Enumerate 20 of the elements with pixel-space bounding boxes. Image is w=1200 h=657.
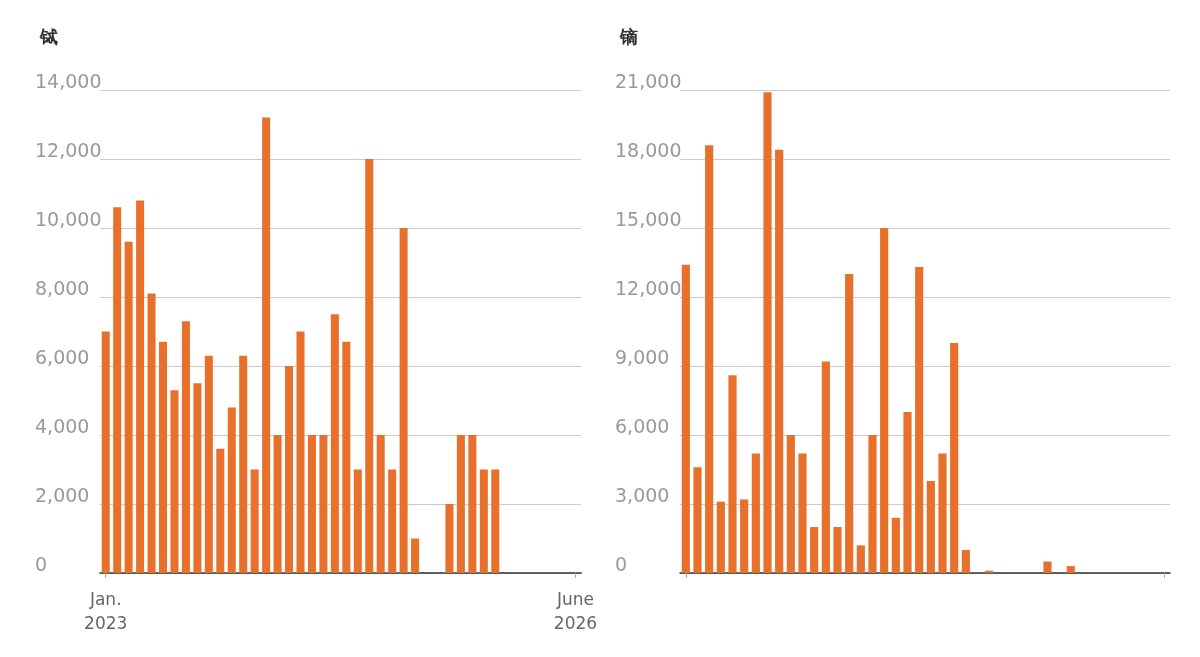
y-tick-label: 9,000	[615, 345, 670, 368]
y-tick-label: 2,000	[35, 483, 90, 506]
y-tick-label: 8,000	[35, 276, 90, 299]
y-tick-label: 14,000	[35, 69, 102, 92]
y-tick-label: 4,000	[35, 414, 90, 437]
chart-title: 镝	[619, 25, 638, 47]
y-tick-label: 6,000	[615, 414, 670, 437]
y-tick-label: 0	[615, 552, 628, 575]
y-tick-label: 21,000	[615, 69, 682, 92]
y-tick-label: 15,000	[615, 207, 682, 230]
x-tick-label: June 2026	[553, 589, 598, 633]
y-tick-label: 0	[35, 552, 48, 575]
y-tick-label: 18,000	[615, 138, 682, 161]
x-tick-label: Jan. 2023	[84, 589, 128, 633]
y-tick-label: 3,000	[615, 483, 670, 506]
y-tick-label: 12,000	[615, 276, 682, 299]
chart-title: 铽	[39, 25, 58, 47]
y-tick-label: 6,000	[35, 345, 90, 368]
y-tick-label: 10,000	[35, 207, 102, 230]
y-tick-label: 12,000	[35, 138, 102, 161]
